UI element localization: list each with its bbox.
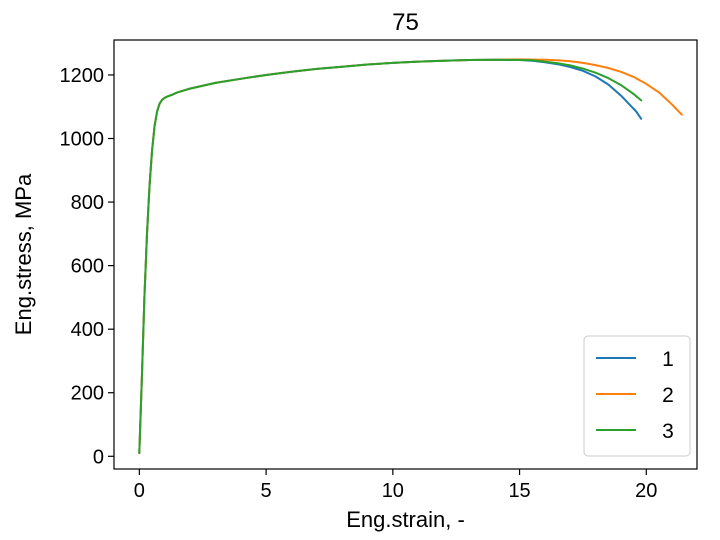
plot-frame bbox=[113, 39, 698, 470]
series-layer bbox=[138, 58, 683, 455]
y-tick-label: 0 bbox=[93, 446, 104, 468]
x-tick-label: 5 bbox=[261, 480, 272, 502]
x-tick-label: 10 bbox=[382, 480, 404, 502]
x-tick-label: 20 bbox=[635, 480, 657, 502]
y-axis-ticks: 0 200 400 600 800 1000 1200 bbox=[60, 65, 114, 468]
y-tick-label: 600 bbox=[71, 256, 104, 278]
chart-title: 75 bbox=[392, 9, 419, 36]
x-tick-label: 0 bbox=[134, 480, 145, 502]
y-tick-label: 200 bbox=[71, 383, 104, 405]
y-axis-label: Eng.stress, MPa bbox=[11, 173, 36, 335]
legend-label-3: 3 bbox=[662, 420, 674, 443]
series-line-1 bbox=[138, 58, 643, 455]
x-tick-label: 15 bbox=[508, 480, 530, 502]
y-tick-label: 1000 bbox=[60, 129, 105, 151]
y-tick-label: 1200 bbox=[60, 65, 105, 87]
x-axis-ticks: 0 5 10 15 20 bbox=[134, 469, 657, 502]
series-line-3 bbox=[138, 58, 643, 455]
legend-label-2: 2 bbox=[662, 384, 674, 407]
legend: 1 2 3 bbox=[583, 335, 691, 457]
y-tick-label: 400 bbox=[71, 319, 104, 341]
legend-box bbox=[583, 335, 691, 457]
legend-label-1: 1 bbox=[662, 348, 674, 371]
y-tick-label: 800 bbox=[71, 192, 104, 214]
x-axis-label: Eng.strain, - bbox=[346, 507, 465, 532]
